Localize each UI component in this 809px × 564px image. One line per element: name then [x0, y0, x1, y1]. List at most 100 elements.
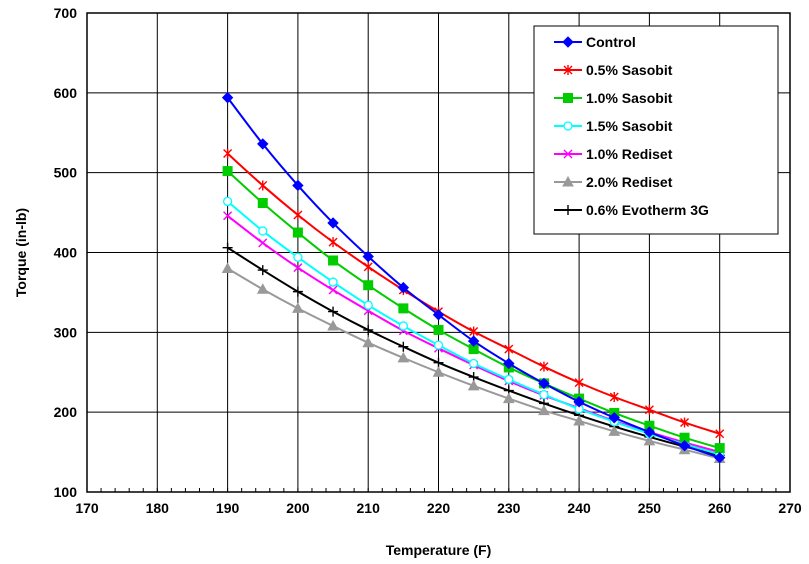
data-point-marker: [398, 321, 409, 331]
y-tick-label: 700: [54, 5, 78, 21]
data-point-marker: [328, 285, 338, 295]
data-point-marker: [538, 404, 550, 416]
data-point-marker: [644, 404, 654, 415]
legend-item-control: Control: [554, 34, 636, 50]
y-axis-title: Torque (in-lb): [13, 208, 29, 297]
legend-label: 1.5% Sasobit: [586, 118, 673, 134]
x-tick-label: 200: [286, 500, 310, 516]
data-point-marker: [643, 426, 656, 438]
data-point-marker: [563, 205, 573, 215]
data-point-marker: [222, 166, 233, 177]
x-tick-label: 180: [146, 500, 170, 516]
data-point-marker: [714, 443, 725, 454]
data-point-marker: [433, 324, 444, 335]
legend-label: 1.0% Rediset: [586, 146, 673, 162]
data-point-marker: [573, 414, 585, 426]
data-point-marker: [292, 302, 304, 313]
legend-label: 0.5% Sasobit: [586, 62, 673, 78]
data-point-marker: [680, 417, 690, 428]
data-point-marker: [539, 389, 549, 400]
data-point-marker: [257, 265, 268, 276]
data-point-marker: [608, 412, 620, 424]
data-point-marker: [715, 428, 725, 439]
x-axis-title: Temperature (F): [386, 542, 492, 558]
data-point-marker: [467, 335, 480, 347]
data-point-marker: [363, 324, 374, 335]
data-point-marker: [222, 242, 233, 253]
data-point-marker: [563, 121, 573, 131]
legend-item-0-5-sasobit: 0.5% Sasobit: [554, 62, 673, 78]
data-point-marker: [398, 303, 409, 314]
x-minor-ticks: [86, 488, 791, 492]
data-point-marker: [258, 226, 268, 236]
data-point-marker: [327, 319, 339, 331]
data-point-marker: [293, 209, 303, 220]
x-tick-label: 170: [75, 500, 99, 516]
data-point-marker: [328, 255, 339, 266]
data-point-marker: [397, 281, 410, 294]
legend-item-0-6-evotherm-3g: 0.6% Evotherm 3G: [554, 202, 709, 218]
data-point-marker: [609, 391, 619, 402]
y-tick-labels: 100 200 300 400 500 600 700: [54, 5, 78, 500]
data-point-marker: [467, 379, 480, 391]
x-tick-label: 240: [567, 500, 591, 516]
x-tick-label: 210: [357, 500, 381, 516]
data-point-marker: [223, 148, 233, 159]
data-point-marker: [433, 340, 444, 350]
x-tick-label: 230: [497, 500, 521, 516]
x-tick-label: 220: [427, 500, 451, 516]
data-point-marker: [327, 217, 339, 229]
data-point-marker: [573, 396, 585, 408]
data-point-marker: [258, 180, 268, 191]
data-point-marker: [502, 392, 515, 404]
y-tick-label: 300: [54, 324, 78, 340]
data-point-marker: [293, 263, 303, 273]
data-point-marker: [221, 262, 234, 273]
legend-label: 1.0% Sasobit: [586, 90, 673, 106]
data-point-marker: [563, 93, 573, 103]
data-point-marker: [562, 36, 574, 48]
data-point-marker: [362, 250, 374, 263]
data-point-marker: [257, 138, 269, 150]
data-point-marker: [713, 451, 726, 464]
data-point-marker: [469, 326, 479, 337]
x-tick-labels: 170 180 190 200 210 220 230 240 250 260 270: [75, 500, 802, 516]
data-point-marker: [222, 196, 233, 207]
data-point-marker: [678, 439, 691, 452]
data-point-marker: [503, 357, 515, 370]
data-point-marker: [468, 358, 479, 369]
data-point-marker: [608, 425, 621, 436]
data-point-marker: [363, 300, 373, 310]
data-point-marker: [292, 286, 303, 297]
data-point-marker: [293, 252, 303, 262]
data-point-marker: [432, 309, 445, 321]
data-point-marker: [504, 374, 514, 385]
x-tick-label: 270: [778, 500, 802, 516]
series-layer: [221, 91, 726, 464]
data-point-marker: [539, 361, 549, 372]
legend: Control 0.5% Sasobit 1.0% Sasobit 1.5% Saso…: [533, 25, 779, 235]
data-point-marker: [397, 351, 410, 363]
data-point-marker: [433, 357, 444, 368]
data-point-marker: [328, 306, 339, 317]
legend-label: Control: [586, 34, 636, 50]
data-point-marker: [504, 344, 514, 355]
data-point-marker: [363, 280, 374, 291]
legend-item-2-0-rediset: 2.0% Rediset: [554, 174, 673, 190]
y-tick-label: 200: [54, 404, 78, 420]
y-tick-label: 400: [54, 245, 78, 261]
series-control: [221, 91, 726, 464]
data-point-marker: [538, 377, 550, 390]
data-point-marker: [574, 377, 584, 388]
data-point-marker: [563, 65, 573, 75]
data-point-marker: [256, 283, 269, 294]
legend-item-1-5-sasobit: 1.5% Sasobit: [554, 118, 673, 134]
data-point-marker: [221, 91, 234, 104]
legend-label: 0.6% Evotherm 3G: [586, 202, 709, 218]
data-point-marker: [363, 261, 373, 272]
data-point-marker: [257, 198, 268, 209]
x-tick-label: 190: [216, 500, 240, 516]
data-point-marker: [562, 175, 574, 187]
data-point-marker: [643, 434, 656, 446]
